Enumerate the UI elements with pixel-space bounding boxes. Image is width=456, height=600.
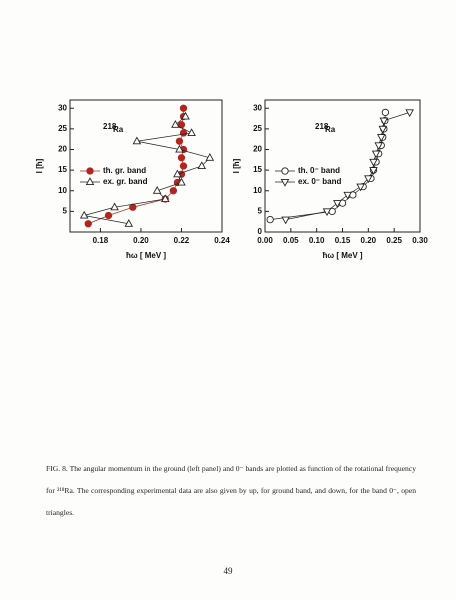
point bbox=[152, 185, 162, 194]
point bbox=[343, 191, 352, 200]
point bbox=[181, 111, 190, 120]
y-tick-label: 20 bbox=[58, 145, 67, 154]
point bbox=[405, 109, 414, 118]
x-axis-label: ħω [ MeV ] bbox=[126, 251, 166, 260]
point bbox=[175, 137, 184, 145]
x-tick-label: 0.10 bbox=[309, 236, 325, 245]
point bbox=[173, 169, 182, 178]
point bbox=[374, 142, 383, 151]
point bbox=[171, 119, 180, 128]
point bbox=[187, 128, 196, 137]
legend-label: th. 0⁻ band bbox=[298, 166, 340, 175]
point bbox=[322, 208, 332, 217]
x-tick-label: 0.24 bbox=[214, 236, 230, 245]
y-tick-label: 5 bbox=[258, 206, 263, 215]
plot-frame bbox=[264, 99, 421, 233]
legend-label: th. gr. band bbox=[103, 166, 146, 175]
point bbox=[356, 183, 365, 192]
point bbox=[333, 200, 342, 208]
isotope-mass: 218 bbox=[103, 122, 117, 131]
x-tick-label: 0.20 bbox=[133, 236, 149, 245]
x-axis-label: ħω [ MeV ] bbox=[322, 251, 362, 260]
y-tick-label: 30 bbox=[58, 103, 67, 112]
point bbox=[266, 215, 274, 224]
x-tick-label: 0.30 bbox=[412, 236, 428, 245]
legend-marker bbox=[85, 177, 95, 186]
point bbox=[124, 218, 134, 227]
point bbox=[376, 134, 386, 142]
point bbox=[104, 211, 113, 220]
x-tick-label: 0.05 bbox=[283, 236, 299, 245]
y-axis-label: I [ħ] bbox=[232, 158, 241, 173]
y-tick-label: 25 bbox=[58, 124, 67, 133]
series-line bbox=[84, 116, 211, 225]
point bbox=[132, 136, 142, 145]
y-tick-label: 15 bbox=[58, 165, 67, 174]
point bbox=[179, 129, 188, 137]
isotope-symbol: Ra bbox=[113, 125, 124, 134]
point bbox=[197, 161, 207, 170]
y-tick-label: 10 bbox=[58, 186, 67, 195]
point bbox=[175, 144, 184, 153]
point bbox=[179, 104, 188, 112]
x-tick-label: 0.18 bbox=[93, 236, 109, 245]
point bbox=[369, 167, 378, 175]
point bbox=[169, 187, 178, 195]
point bbox=[79, 210, 89, 219]
point bbox=[381, 108, 390, 117]
x-tick-label: 0.22 bbox=[174, 236, 190, 245]
y-tick-label: 5 bbox=[63, 206, 68, 215]
plot-frame bbox=[69, 99, 223, 233]
y-tick-label: 10 bbox=[253, 186, 262, 195]
x-tick-label: 0.25 bbox=[386, 236, 402, 245]
x-tick-label: 0.20 bbox=[361, 236, 377, 245]
x-tick-label: 0.00 bbox=[257, 236, 273, 245]
y-tick-label: 20 bbox=[253, 145, 262, 154]
point bbox=[281, 216, 290, 225]
legend-marker bbox=[86, 167, 94, 175]
point bbox=[177, 154, 186, 162]
point bbox=[379, 117, 389, 126]
legend-marker bbox=[281, 167, 289, 175]
point bbox=[179, 162, 188, 170]
y-tick-label: 30 bbox=[253, 103, 262, 112]
figure: 0.18 0.20 0.22 0.24 5 10 15 20 25 30 ħω [ MeV ] I [… bbox=[35, 99, 428, 260]
y-tick-label: 15 bbox=[253, 165, 262, 174]
y-tick-label: 0 bbox=[258, 227, 263, 236]
caption: FIG. 8. The angular momentum in the grou… bbox=[46, 464, 416, 517]
point bbox=[110, 202, 119, 211]
point bbox=[160, 194, 170, 203]
point bbox=[364, 175, 373, 184]
legend-label: ex. 0⁻ band bbox=[298, 177, 341, 186]
y-tick-label: 25 bbox=[253, 124, 262, 133]
legend-label: ex. gr. band bbox=[103, 177, 148, 186]
point bbox=[369, 158, 378, 167]
isotope-mass: 218 bbox=[315, 122, 329, 131]
point bbox=[129, 203, 137, 211]
point bbox=[84, 220, 92, 228]
isotope-symbol: Ra bbox=[325, 125, 336, 134]
point bbox=[177, 177, 186, 186]
point bbox=[371, 150, 381, 159]
legend-marker bbox=[280, 178, 290, 187]
point bbox=[378, 125, 388, 134]
y-axis-label: I [ħ] bbox=[35, 158, 44, 173]
x-tick-label: 0.15 bbox=[335, 236, 351, 245]
page-number: 49 bbox=[223, 566, 233, 576]
point bbox=[205, 152, 215, 161]
